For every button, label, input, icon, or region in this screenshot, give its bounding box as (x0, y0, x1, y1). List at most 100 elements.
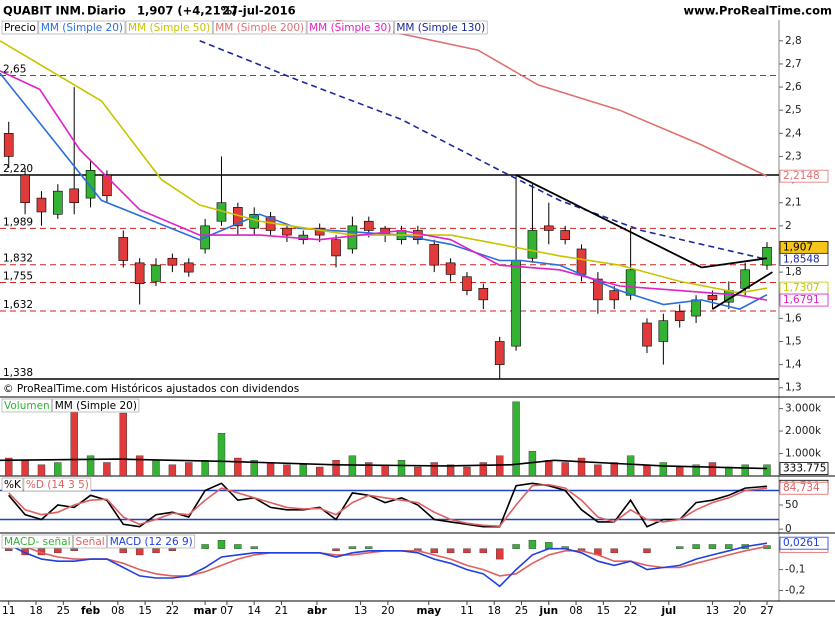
x-tick-label: 11 (460, 605, 473, 617)
bar (332, 460, 340, 476)
bar (430, 462, 438, 476)
value-box (779, 169, 829, 183)
legend-label: %K (4, 479, 22, 491)
line (0, 72, 768, 310)
candle-body (707, 294, 718, 301)
y-tick-label: 1.000k (785, 448, 822, 460)
bar (512, 544, 520, 549)
x-tick-label: abr (307, 605, 328, 617)
legend-box (125, 20, 213, 35)
value-box-label: 1,7307 (783, 282, 820, 294)
candle-body (740, 269, 750, 289)
bar (692, 544, 700, 549)
legend-label: MM (Simple 130) (396, 22, 485, 34)
y-tick-label: 2,7 (785, 58, 802, 70)
panel (0, 401, 771, 476)
y-tick-label: 2,3 (785, 150, 802, 162)
bar (676, 466, 684, 476)
candle-body (674, 311, 685, 321)
legend-box (1, 398, 53, 413)
level-label: 1,338 (3, 367, 33, 379)
x-tick-label: mar (194, 605, 218, 617)
bar (643, 548, 651, 554)
bar (512, 401, 520, 476)
panel (0, 482, 779, 528)
bar (315, 466, 324, 476)
bar (135, 548, 144, 556)
bar (397, 460, 406, 476)
x-tick-label: 18 (488, 605, 501, 617)
x-tick-label: 15 (597, 605, 610, 617)
bar (217, 433, 226, 476)
bar (430, 548, 438, 554)
line (8, 482, 768, 528)
bar (201, 460, 209, 476)
bar (659, 462, 668, 476)
legend-box (1, 534, 73, 549)
legend-box (107, 534, 196, 549)
y-tick-label: 2,1 (785, 197, 802, 209)
symbol: QUABIT INM. (3, 4, 85, 18)
quote: 1,907 (+4,21%) (137, 4, 237, 18)
x-tick-label: 18 (29, 605, 42, 617)
legend-box (1, 20, 39, 35)
y-tick-label: 2 (785, 220, 792, 232)
date: 27-jul-2016 (222, 4, 296, 18)
line (0, 458, 768, 470)
x-tick-label: feb (81, 605, 101, 617)
bar (495, 548, 504, 560)
legend-box (306, 20, 394, 35)
candle-body (102, 174, 112, 197)
bar (5, 457, 13, 476)
candle-body (331, 239, 341, 257)
bar (708, 544, 717, 549)
legend-label: MM (Simple 30) (309, 22, 391, 34)
bar (234, 457, 242, 476)
y-tick-label: 1,5 (785, 335, 802, 347)
candle-body (429, 244, 440, 266)
candle-body (151, 264, 161, 282)
candle-body (658, 320, 669, 342)
bar (610, 462, 618, 476)
x-tick-label: 25 (57, 605, 70, 617)
bar (446, 548, 455, 554)
legend-label: MM (Simple 20) (55, 400, 137, 412)
legend-box (394, 20, 488, 35)
legend-label: MM (Simple 200) (215, 22, 304, 34)
x-tick-label: 20 (733, 605, 746, 617)
y-tick-label: 2.000k (785, 425, 822, 437)
line (199, 40, 768, 261)
candle-body (134, 262, 145, 284)
bar (741, 464, 749, 476)
candle-body (363, 220, 374, 231)
legend-box (23, 477, 92, 492)
bar (463, 548, 471, 554)
bar (135, 455, 144, 476)
bar (626, 455, 635, 476)
candle-body (69, 188, 79, 204)
candle-body (85, 170, 96, 199)
panel (5, 540, 771, 588)
y-tick-label: -0,1 (785, 564, 806, 576)
x-tick-label: jul (660, 605, 676, 617)
bar (577, 457, 586, 476)
value-box (779, 462, 829, 475)
bar (676, 546, 684, 549)
bar (463, 466, 471, 476)
y-tick-label: 2,5 (785, 104, 802, 116)
panel (0, 20, 779, 380)
x-tick-label: 13 (706, 605, 719, 617)
level-label: 2,65 (3, 64, 26, 76)
candle-body (118, 237, 129, 261)
value-box-label: 1,6791 (783, 294, 820, 306)
line (335, 20, 768, 177)
bar (266, 462, 275, 476)
legend-box (73, 534, 107, 549)
candle-body (478, 287, 489, 301)
bar (54, 548, 62, 554)
x-tick-label: 20 (381, 605, 394, 617)
bar (692, 464, 700, 476)
candle-body (462, 276, 472, 291)
